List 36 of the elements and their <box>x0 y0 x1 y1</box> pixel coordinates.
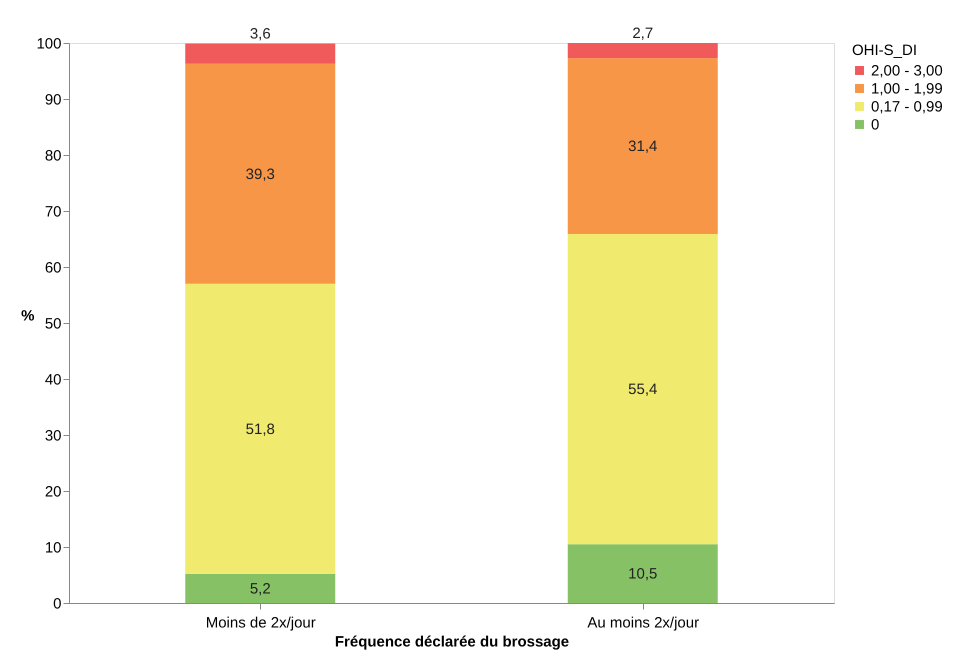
y-tick-label: 20 <box>44 484 62 500</box>
bar <box>185 284 336 574</box>
legend-label: 0 <box>871 116 880 134</box>
legend-label: 0,17 - 0,99 <box>871 98 943 116</box>
bar <box>568 58 718 234</box>
legend-label: 2,00 - 3,00 <box>871 62 943 80</box>
legend-label: 1,00 - 1,99 <box>871 80 943 98</box>
x-tick-label: Au moins 2x/jour <box>587 614 700 632</box>
x-axis-title: Fréquence déclarée du brossage <box>334 634 570 650</box>
data-label: 2,7 <box>632 25 654 42</box>
y-tick-label: 0 <box>53 596 62 612</box>
y-tick-label: 30 <box>44 428 62 444</box>
bar <box>568 544 718 603</box>
data-label: 10,5 <box>628 566 658 583</box>
y-tick-label: 70 <box>44 204 62 220</box>
data-label: 3,6 <box>250 26 271 43</box>
bar <box>185 574 336 603</box>
data-label: 31,4 <box>628 138 658 156</box>
bar <box>185 64 336 284</box>
bar <box>568 43 718 58</box>
legend-title: OHI-S_DI <box>852 42 918 59</box>
y-tick-label: 50 <box>44 316 62 332</box>
y-tick-label: 60 <box>44 260 62 276</box>
y-tick-label: 80 <box>44 148 62 164</box>
bar <box>185 44 336 64</box>
y-tick-label: 40 <box>44 372 62 388</box>
data-label: 51,8 <box>246 420 275 438</box>
y-tick-label: 100 <box>36 36 62 52</box>
data-label: 39,3 <box>246 166 275 183</box>
x-tick-label: Moins de 2x/jour <box>206 614 316 632</box>
y-axis-title: % <box>21 308 34 324</box>
bar <box>568 234 718 544</box>
data-label: 5,2 <box>250 580 271 598</box>
y-tick-label: 10 <box>44 540 62 556</box>
y-tick-label: 90 <box>44 92 62 108</box>
data-label: 55,4 <box>628 381 658 398</box>
